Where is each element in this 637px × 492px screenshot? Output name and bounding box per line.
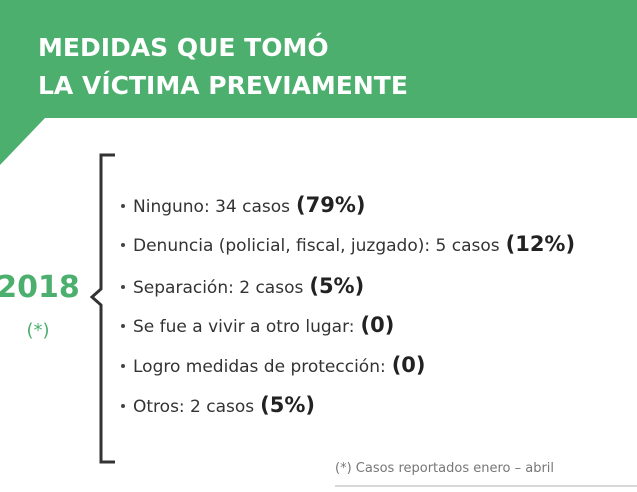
bullet [121, 404, 125, 408]
item-text: Denuncia (policial, fiscal, juzgado): 5 … [133, 236, 500, 256]
bracket [89, 153, 115, 464]
list-item: Separación: 2 casos (5%) [133, 274, 364, 298]
item-highlight: (0) [361, 313, 395, 337]
year: 2018 [0, 270, 80, 305]
item-text: Se fue a vivir a otro lugar: [133, 317, 355, 337]
bullet [121, 324, 125, 328]
header-banner [0, 0, 637, 165]
title-line: MEDIDAS QUE TOMÓ [38, 32, 329, 62]
item-highlight: (12%) [506, 232, 575, 256]
list-item: Denuncia (policial, fiscal, juzgado): 5 … [133, 232, 575, 256]
list-item: Ninguno: 34 casos (79%) [133, 193, 365, 217]
item-text: Otros: 2 casos [133, 397, 254, 417]
item-highlight: (79%) [296, 193, 365, 217]
bullet [121, 243, 125, 247]
title-line: LA VÍCTIMA PREVIAMENTE [38, 71, 408, 100]
item-highlight: (5%) [260, 393, 315, 417]
list-item: Logro medidas de protección: (0) [133, 353, 426, 377]
bullet [121, 204, 125, 208]
bullet [121, 285, 125, 289]
item-text: Ninguno: 34 casos [133, 197, 290, 217]
item-list: Ninguno: 34 casos (79%) Denuncia (policial… [121, 193, 575, 417]
bullet [121, 364, 125, 368]
item-highlight: (5%) [309, 274, 364, 298]
item-text: Logro medidas de protección: [133, 357, 386, 377]
list-item: Se fue a vivir a otro lugar: (0) [133, 313, 394, 337]
list-item: Otros: 2 casos (5%) [133, 393, 315, 417]
item-text: Separación: 2 casos [133, 278, 303, 298]
footnote: (*) Casos reportados enero – abril [335, 461, 554, 476]
year-note: (*) [26, 320, 49, 341]
item-highlight: (0) [392, 353, 426, 377]
